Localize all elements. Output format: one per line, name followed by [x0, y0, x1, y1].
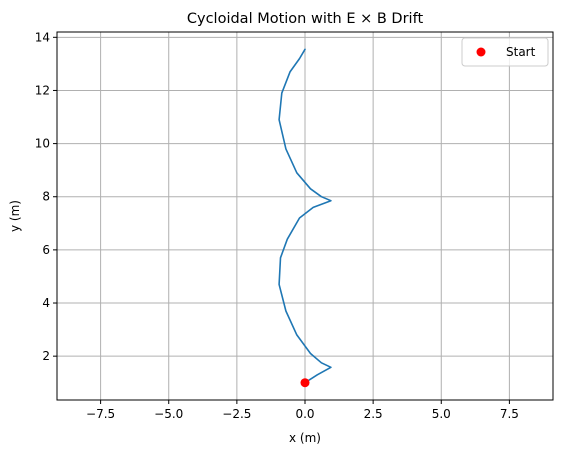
plot-area [278, 48, 332, 388]
start-point [300, 378, 310, 388]
x-tick-label: −7.5 [86, 407, 115, 421]
legend-start-marker [476, 47, 486, 57]
x-tick-label: −2.5 [222, 407, 251, 421]
x-tick-label: 7.5 [500, 407, 519, 421]
chart-title: Cycloidal Motion with E ⨯ B Drift [187, 11, 424, 27]
grid [57, 32, 553, 400]
y-tick-label: 6 [42, 243, 50, 257]
x-tick-label: 0.0 [295, 407, 314, 421]
y-tick-label: 8 [42, 190, 50, 204]
legend: Start [461, 37, 549, 67]
trajectory-line [278, 48, 332, 384]
y-tick-label: 4 [42, 296, 50, 310]
x-tick-label: −5.0 [154, 407, 183, 421]
y-tick-label: 12 [35, 83, 50, 97]
y-tick-label: 14 [35, 30, 50, 44]
x-tick-label: 5.0 [432, 407, 451, 421]
y-axis-label: y (m) [8, 200, 22, 232]
y-tick-label: 10 [35, 137, 50, 151]
legend-start-label: Start [506, 45, 536, 59]
legend-box [461, 37, 549, 67]
x-axis-label: x (m) [289, 431, 321, 445]
x-tick-label: 2.5 [364, 407, 383, 421]
axis-ticks: −7.5 −5.0 −2.5 0.0 2.5 5.0 7.5 2 4 6 8 10 12 14 [35, 30, 519, 421]
y-tick-label: 2 [42, 349, 50, 363]
